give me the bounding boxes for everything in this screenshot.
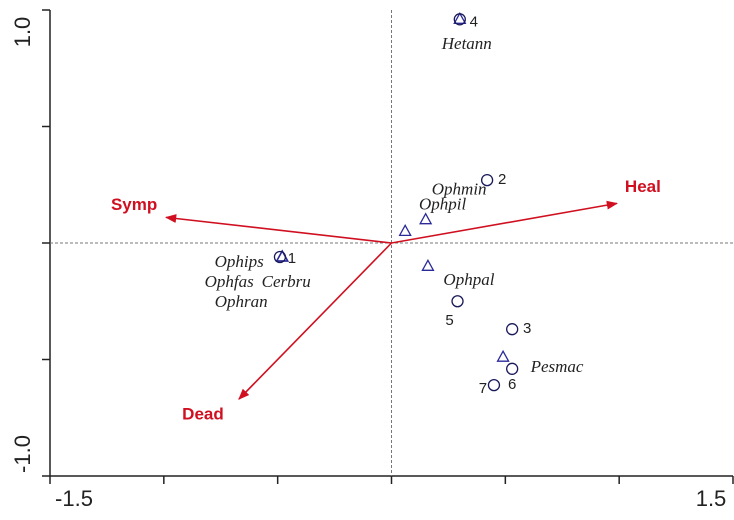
env-label: Symp	[111, 195, 157, 214]
site-label: 1	[288, 250, 296, 267]
species-label: Pesmac	[530, 357, 584, 376]
site-point	[273, 250, 287, 264]
species-label: Ophmin	[432, 179, 487, 198]
site-label: 5	[445, 312, 453, 329]
species-point	[421, 258, 435, 271]
x-tick-label: 1.5	[696, 486, 727, 511]
species-label: Ophran	[215, 292, 268, 311]
species-label: Cerbru	[262, 272, 311, 291]
env-label: Heal	[625, 177, 661, 196]
site-label: 4	[470, 13, 478, 30]
species-point	[419, 212, 433, 225]
site-label: 7	[479, 380, 487, 397]
species-label: Hetann	[441, 34, 492, 53]
site-point	[506, 362, 519, 375]
site-point	[451, 295, 464, 308]
species-label: Ophpil	[419, 195, 467, 214]
env-label: Dead	[182, 405, 224, 424]
env-arrow	[391, 200, 618, 244]
site-point	[506, 323, 519, 336]
species-point	[453, 11, 467, 24]
site-label: 6	[508, 376, 516, 393]
species-label: Ophips	[215, 252, 265, 271]
site-point	[487, 378, 501, 392]
species-point	[496, 349, 510, 362]
y-tick-label: -1.0	[10, 435, 35, 473]
site-label: 2	[498, 171, 506, 188]
species-label: Ophfas	[205, 272, 255, 291]
species-label: Ophpal	[443, 270, 494, 289]
site-point	[480, 173, 494, 187]
species-point	[398, 224, 412, 236]
site-label: 3	[523, 320, 531, 337]
env-arrow	[164, 214, 392, 244]
env-arrow	[238, 242, 393, 400]
x-tick-label: -1.5	[55, 486, 93, 511]
site-point	[453, 13, 466, 26]
y-tick-label: 1.0	[10, 17, 35, 48]
